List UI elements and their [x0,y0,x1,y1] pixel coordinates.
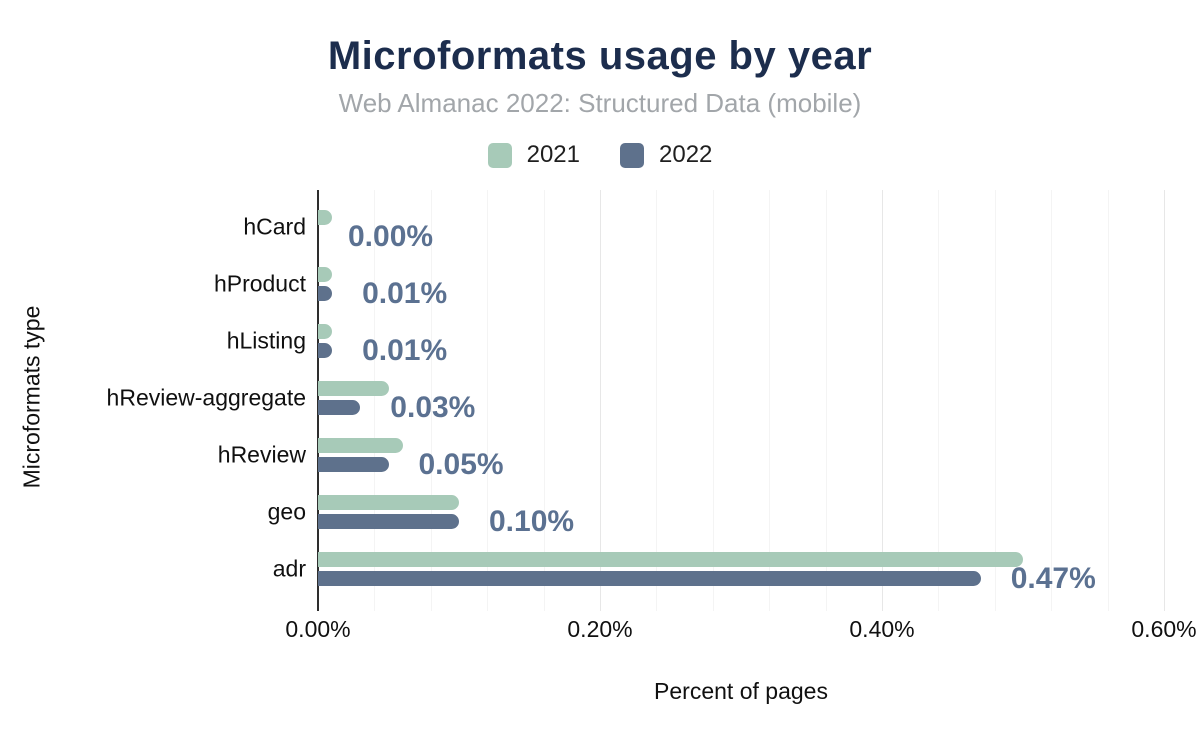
bar-row-hListing: hListing 0.01% [227,313,1164,370]
category-label: adr [272,555,306,582]
chart-title: Microformats usage by year [327,34,873,78]
minor-gridline [656,190,658,611]
legend-label: 2021 [526,141,580,168]
x-tick-label: 0.00% [285,616,351,642]
major-gridline [882,190,883,611]
y-axis-title: Microformats type [18,305,45,489]
bar-rows: hCard 0.00% hProduct 0.01% hListing 0.01% hRev… [107,199,1164,597]
bar-2021-hListing [318,324,333,340]
bar-row-adr: adr 0.47% [273,540,1164,597]
major-gridline [600,190,601,611]
legend-swatch-2022 [620,142,644,168]
value-label: 0.01% [362,334,448,368]
minor-gridline [1107,190,1109,611]
x-tick-label: 0.20% [567,616,633,642]
bar-2021-geo [318,494,459,510]
value-label: 0.01% [362,277,448,311]
category-label: hCard [243,213,306,240]
chart-legend: 2021 2022 [0,141,1200,169]
legend-label: 2022 [659,141,713,168]
bar-row-geo: geo 0.10% [268,483,1164,540]
value-label: 0.10% [489,504,575,538]
bar-2021-hCard [318,210,333,226]
value-label: 0.47% [1010,561,1096,595]
x-axis-ticks: 0.00% 0.20% 0.40% 0.60% [285,616,1196,642]
bar-2021-hProduct [318,267,333,283]
category-label: hListing [226,327,306,354]
legend-item-2021: 2021 [487,141,580,169]
bar-2021-hReview-aggregate [318,381,389,396]
bar-2022-hReview-aggregate [318,400,361,415]
minor-gridline [543,190,545,611]
bar-row-hReview: hReview 0.05% [218,426,1164,483]
minor-gridline [712,190,714,611]
minor-gridline [769,190,771,611]
bar-2021-adr [318,551,1023,567]
bar-2022-adr [318,570,981,586]
minor-gridline [374,190,376,611]
value-label: 0.00% [348,220,434,254]
bar-2021-hReview [318,437,403,453]
x-tick-label: 0.40% [849,616,915,642]
bar-2022-hProduct [318,286,333,302]
category-label: hReview [217,441,306,468]
category-label: hReview-aggregate [106,384,306,411]
category-label: geo [267,498,306,525]
minor-gridline [1051,190,1053,611]
legend-item-2022: 2022 [620,141,712,169]
x-axis-title: Percent of pages [654,678,828,704]
minor-gridline [825,190,827,611]
value-label: 0.03% [390,391,476,424]
minor-gridline [938,190,940,611]
major-gridline [1164,190,1165,611]
bar-row-hProduct: hProduct 0.01% [214,256,1164,313]
x-tick-label: 0.60% [1131,616,1197,642]
bar-2022-hListing [318,343,333,359]
bar-2022-hReview [318,456,389,472]
chart-subtitle: Web Almanac 2022: Structured Data (mobil… [338,88,862,118]
category-label: hProduct [213,270,306,297]
bar-row-hCard: hCard 0.00% [243,199,1164,256]
minor-gridline [430,190,432,611]
minor-gridline [487,190,489,611]
legend-swatch-2021 [487,142,512,168]
bar-2022-geo [318,513,459,529]
bar-row-hReview-aggregate: hReview-aggregate 0.03% [107,370,1164,427]
value-label: 0.05% [418,447,504,481]
minor-gridline [994,190,996,611]
